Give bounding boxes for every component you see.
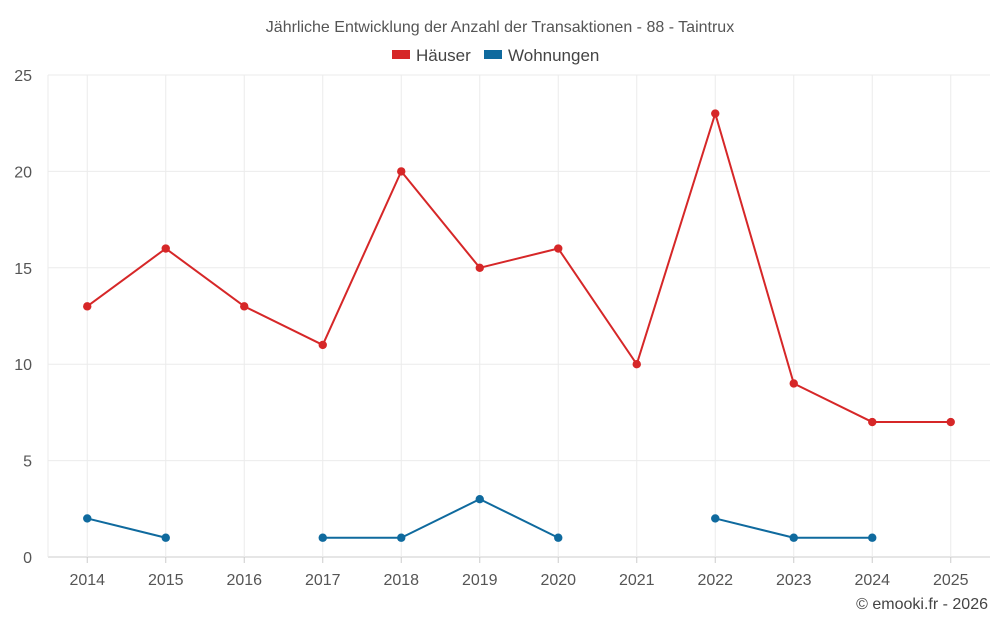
data-point[interactable]	[240, 302, 249, 311]
series-layer	[83, 109, 955, 542]
y-tick-label: 10	[14, 357, 32, 374]
series-line-segment	[557, 247, 638, 366]
y-axis-ticks: 0 5 10 15 20 25	[14, 68, 32, 567]
x-axis-ticks: 2014 2015 2016 2017 2018 2019 2020 2021 2022 2023…	[69, 572, 968, 589]
y-tick-label: 0	[23, 550, 32, 567]
data-point[interactable]	[161, 244, 170, 253]
x-tick-label: 2016	[226, 572, 262, 589]
legend-swatch-haeuser	[392, 50, 410, 59]
series-line-segment	[86, 247, 167, 308]
series-line-segment	[478, 247, 560, 269]
data-point[interactable]	[632, 360, 641, 369]
x-tick-label: 2024	[854, 572, 890, 589]
series-line-segment	[635, 112, 717, 366]
y-tick-label: 5	[23, 454, 32, 471]
data-point[interactable]	[397, 167, 406, 176]
data-point[interactable]	[868, 533, 877, 542]
grid	[47, 74, 990, 563]
series-haeuser	[83, 109, 955, 427]
x-tick-label: 2014	[69, 572, 105, 589]
series-line-segment	[478, 498, 560, 539]
series-wohnungen	[83, 494, 877, 542]
x-tick-label: 2025	[933, 572, 969, 589]
series-line-segment	[400, 498, 481, 539]
data-point[interactable]	[318, 340, 327, 350]
series-line-segment	[792, 382, 874, 424]
legend-label-haeuser[interactable]: Häuser	[416, 46, 471, 65]
chart-title: Jährliche Entwicklung der Anzahl der Tra…	[266, 19, 734, 36]
series-line-segment	[714, 517, 795, 539]
series-line-segment	[164, 247, 246, 308]
data-point[interactable]	[318, 533, 327, 542]
series-line-segment	[243, 305, 324, 346]
data-point[interactable]	[83, 302, 92, 311]
data-point[interactable]	[475, 494, 484, 504]
data-point[interactable]	[868, 417, 877, 427]
x-tick-label: 2021	[619, 572, 655, 589]
data-point[interactable]	[554, 244, 563, 253]
legend-swatch-wohnungen	[484, 50, 502, 59]
series-line-segment	[400, 170, 481, 269]
x-tick-label: 2022	[697, 572, 733, 589]
data-point[interactable]	[83, 514, 92, 523]
data-point[interactable]	[711, 109, 720, 118]
y-tick-label: 25	[14, 68, 32, 85]
x-tick-label: 2015	[148, 572, 184, 589]
data-point[interactable]	[789, 533, 798, 542]
x-tick-label: 2017	[305, 572, 341, 589]
data-point[interactable]	[946, 417, 955, 427]
data-point[interactable]	[789, 379, 798, 388]
series-line-segment	[86, 517, 167, 539]
data-point[interactable]	[711, 514, 720, 523]
data-point[interactable]	[475, 263, 484, 272]
data-point[interactable]	[161, 533, 170, 542]
credit-text: © emooki.fr - 2026	[856, 596, 988, 613]
y-tick-label: 20	[14, 164, 32, 181]
x-tick-label: 2018	[383, 572, 419, 589]
x-tick-label: 2023	[776, 572, 812, 589]
series-line-segment	[321, 170, 403, 346]
legend: Häuser Wohnungen	[392, 46, 599, 65]
data-point[interactable]	[397, 533, 406, 542]
legend-label-wohnungen[interactable]: Wohnungen	[508, 46, 599, 65]
y-tick-label: 15	[14, 261, 32, 278]
data-point[interactable]	[554, 533, 563, 542]
series-line-segment	[714, 112, 795, 385]
x-tick-label: 2019	[462, 572, 498, 589]
x-tick-label: 2020	[540, 572, 576, 589]
